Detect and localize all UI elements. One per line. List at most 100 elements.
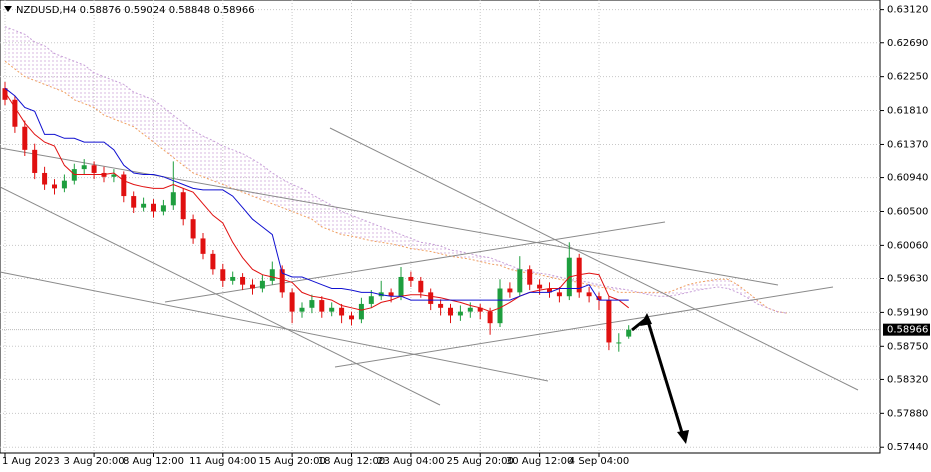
candle-body <box>556 292 562 297</box>
y-tick-label: 0.62690 <box>887 38 928 49</box>
candle-body <box>279 269 285 293</box>
candle-body <box>329 307 335 312</box>
candle-body <box>457 311 463 316</box>
candle-body <box>289 292 295 312</box>
candle-body <box>160 205 166 212</box>
candle-body <box>52 184 57 189</box>
x-tick-label: 11 Aug 04:00 <box>189 456 256 467</box>
candle-body <box>121 174 127 197</box>
candle-body <box>210 253 216 270</box>
y-tick-label: 0.60060 <box>887 240 928 251</box>
x-tick-label: 1 Aug 2023 <box>2 456 60 467</box>
chart-title: NZDUSD,H4 0.58876 0.59024 0.58848 0.5896… <box>16 5 255 16</box>
trendline <box>329 127 859 391</box>
candle-body <box>358 303 364 320</box>
x-tick-label: 3 Aug 20:00 <box>64 456 125 467</box>
candle-body <box>141 203 147 208</box>
y-tick-label: 0.61370 <box>887 139 928 150</box>
candle-body <box>398 276 404 297</box>
x-tick-label: 25 Aug 20:00 <box>446 456 513 467</box>
x-tick-label: 4 Sep 04:00 <box>569 456 629 467</box>
candle-body <box>418 280 424 293</box>
menu-icon[interactable] <box>4 6 12 12</box>
candle-body <box>42 172 48 185</box>
candle-body <box>309 300 315 308</box>
cloud-edge <box>4 26 788 314</box>
candle-body <box>22 126 28 150</box>
candle-body <box>151 203 156 212</box>
candle-body <box>547 288 552 293</box>
y-tick-label: 0.59190 <box>887 307 928 318</box>
x-tick-label: 8 Aug 12:00 <box>123 456 184 467</box>
candle-body <box>339 307 345 316</box>
y-tick-label: 0.58750 <box>887 341 928 352</box>
candle-body <box>537 284 543 289</box>
candle-body <box>517 269 523 293</box>
candle-body <box>497 288 503 324</box>
y-tick-label: 0.61810 <box>887 106 928 117</box>
arrow-head <box>640 313 652 326</box>
candle-body <box>220 269 226 281</box>
candle-body <box>616 342 622 344</box>
x-tick-label: 18 Aug 12:00 <box>318 456 385 467</box>
trendline <box>0 271 549 382</box>
candle-body <box>2 88 8 100</box>
candle-body <box>507 288 513 293</box>
candle-body <box>606 300 612 343</box>
candle-body <box>586 292 592 297</box>
last-price-box <box>883 323 930 336</box>
candle-body <box>170 192 176 206</box>
trendline <box>334 286 834 368</box>
candle-body <box>349 315 354 320</box>
candle-body <box>626 329 632 337</box>
trendline <box>0 186 441 406</box>
candle-body <box>91 165 97 173</box>
y-tick-label: 0.60940 <box>887 173 928 184</box>
candle-body <box>596 296 602 301</box>
x-tick-label: 15 Aug 20:00 <box>258 456 325 467</box>
candle-body <box>477 307 483 312</box>
candle-body <box>259 280 265 289</box>
cloud-fill <box>5 26 788 314</box>
candle-body <box>180 192 186 220</box>
y-tick-label: 0.60500 <box>887 206 928 217</box>
arrow-head <box>677 430 689 444</box>
candle-body <box>250 284 255 289</box>
candle-body <box>368 296 374 304</box>
x-tick-label: 23 Aug 04:00 <box>377 456 444 467</box>
candle-body <box>190 219 196 239</box>
candle-body <box>487 311 493 324</box>
cloud-edge <box>4 60 788 314</box>
candle-body <box>200 238 206 254</box>
y-tick-label: 0.58320 <box>887 374 928 385</box>
candle-body <box>12 99 18 127</box>
candle-body <box>269 269 275 281</box>
candle-body <box>319 300 325 312</box>
candle-body <box>240 276 246 285</box>
indicator-line <box>4 87 629 301</box>
x-tick-label: 30 Aug 12:00 <box>506 456 573 467</box>
forecast-arrow <box>631 313 689 444</box>
last-price-label: 0.58966 <box>887 325 928 336</box>
candle-body <box>467 307 473 312</box>
y-tick-label: 0.57880 <box>887 408 928 419</box>
candle-body <box>81 165 87 170</box>
candle-body <box>438 303 444 308</box>
candle-body <box>448 307 453 316</box>
y-tick-label: 0.63120 <box>887 5 928 16</box>
candle-body <box>131 196 137 208</box>
trendlines <box>0 127 859 406</box>
candle-body <box>32 149 38 173</box>
trendline <box>164 221 666 303</box>
candle-body <box>388 292 394 297</box>
candle-body <box>61 180 67 189</box>
candle-body <box>230 276 236 281</box>
candle-body <box>111 174 117 177</box>
candle-body <box>299 307 305 312</box>
trendline <box>0 147 779 286</box>
plot-area <box>0 0 881 454</box>
y-tick-label: 0.59630 <box>887 274 928 285</box>
candle-body <box>527 269 533 285</box>
candle-body <box>428 292 434 304</box>
